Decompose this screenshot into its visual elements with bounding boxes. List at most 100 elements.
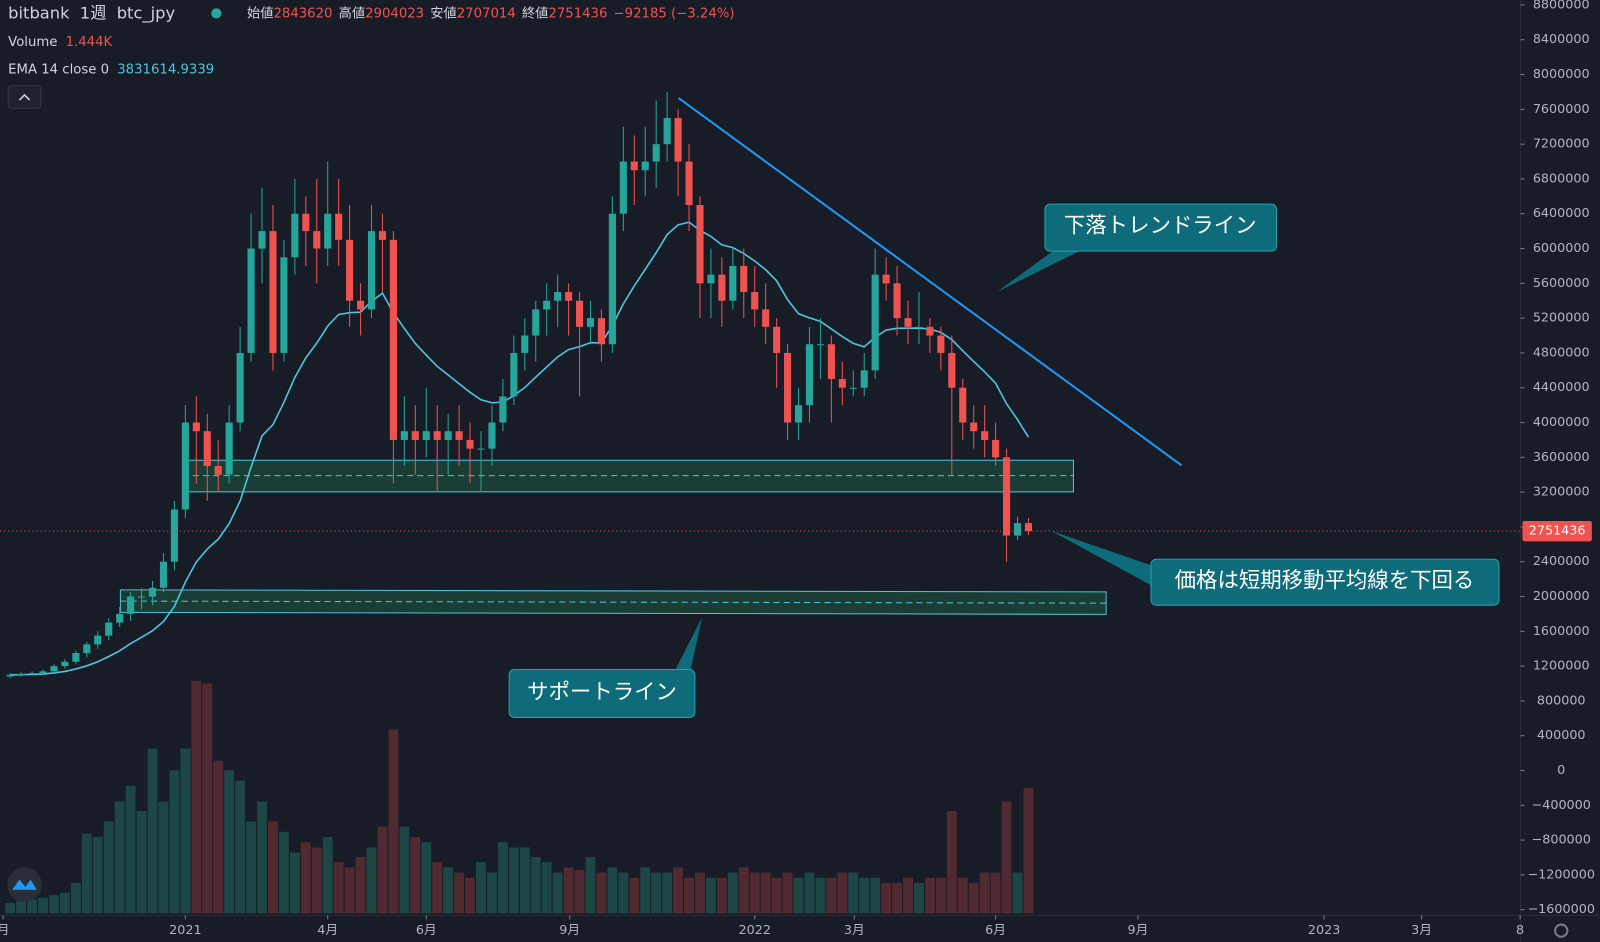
candle-body xyxy=(389,239,397,440)
volume-name: Volume xyxy=(8,35,57,50)
candle-body xyxy=(466,439,474,449)
volume-bar xyxy=(257,801,267,914)
volume-bar xyxy=(454,872,465,914)
candle-body xyxy=(411,431,419,440)
candle-body xyxy=(762,309,770,327)
status-dot xyxy=(211,8,222,19)
candle-body xyxy=(6,674,14,677)
candle-body xyxy=(291,213,299,258)
candle-body xyxy=(170,509,178,562)
volume-bar xyxy=(399,826,410,914)
candle-body xyxy=(707,274,715,284)
volume-bar xyxy=(892,882,902,914)
ema-line: EMA 14 close 0 3831614.9339 xyxy=(8,62,214,77)
volume-bar xyxy=(826,877,837,914)
volume-bar xyxy=(968,882,979,914)
candle-body xyxy=(83,644,91,654)
candle-body xyxy=(751,292,759,310)
candle-body xyxy=(904,318,912,327)
volume-bar xyxy=(552,872,563,914)
candle-body xyxy=(258,231,266,249)
close-value: 2751436 xyxy=(548,6,607,21)
volume-bar xyxy=(935,877,946,914)
volume-bar xyxy=(92,837,103,914)
volume-bar xyxy=(344,867,355,914)
x-tick-label: 2021 xyxy=(169,923,201,938)
collapse-icon xyxy=(18,93,31,101)
candle-body xyxy=(729,265,737,301)
logo xyxy=(7,867,42,903)
volume-bar xyxy=(322,837,333,914)
close-label: 終値 xyxy=(522,5,549,21)
symbol-line: bitbank 1週 btc_jpy xyxy=(8,3,175,23)
volume-bar xyxy=(49,895,59,914)
volume-bar xyxy=(673,867,684,914)
candle-body xyxy=(575,300,584,327)
candle-body xyxy=(630,161,638,171)
volume-bar xyxy=(1001,801,1012,914)
volume-bar xyxy=(607,867,618,914)
volume-bar xyxy=(793,877,804,914)
volume-bar xyxy=(771,877,782,914)
candle-body xyxy=(959,387,967,423)
candle-body xyxy=(926,326,934,336)
candle-body xyxy=(718,274,726,301)
volume-bar xyxy=(246,821,256,914)
volume-bar xyxy=(388,729,399,914)
y-tick-label: 800000 xyxy=(1537,693,1586,708)
volume-value: 1.444K xyxy=(66,35,113,50)
volume-bar xyxy=(924,877,935,914)
volume-bar xyxy=(125,785,136,914)
volume-bar xyxy=(563,867,574,914)
candle-body xyxy=(203,431,211,467)
volume-line: Volume 1.444K xyxy=(8,35,112,50)
candle-body xyxy=(433,431,441,440)
callout-text: 価格は短期移動平均線を下回る xyxy=(1175,569,1475,594)
volume-bar xyxy=(914,882,924,914)
x-tick-label: 6月 xyxy=(985,923,1006,938)
candle-body xyxy=(816,344,824,346)
volume-bar xyxy=(410,837,421,914)
y-tick-label: 1200000 xyxy=(1533,659,1590,674)
collapse-button[interactable] xyxy=(7,85,42,109)
y-tick-label: 5600000 xyxy=(1533,276,1590,291)
y-tick-label: 4800000 xyxy=(1533,345,1590,360)
volume-bar xyxy=(114,801,125,914)
exchange: bitbank xyxy=(8,3,70,22)
settings-icon[interactable] xyxy=(1554,923,1569,938)
volume-bar xyxy=(662,872,673,914)
candle-body xyxy=(1003,457,1011,536)
volume-bar xyxy=(541,862,552,914)
x-tick-label: 6月 xyxy=(416,923,437,938)
candle-body xyxy=(981,431,989,440)
volume-bar xyxy=(695,872,705,914)
candle-body xyxy=(400,431,408,440)
candle-body xyxy=(554,292,562,301)
candle-body xyxy=(247,248,255,353)
candle-body xyxy=(192,422,200,432)
callout-text: 下落トレンドライン xyxy=(1064,214,1257,239)
trend-line xyxy=(677,97,1183,467)
candle-body xyxy=(871,274,879,371)
candle-body xyxy=(893,283,901,319)
plot-area xyxy=(0,91,1521,914)
ema-line xyxy=(10,221,1030,676)
candle-body xyxy=(105,622,113,636)
y-tick-label: 7600000 xyxy=(1533,102,1590,117)
candle-body xyxy=(882,274,890,284)
x-tick-label: 月 xyxy=(0,923,9,938)
volume-bar xyxy=(848,872,859,914)
high-value: 2904023 xyxy=(365,6,424,21)
y-tick-label: 2400000 xyxy=(1533,554,1590,569)
candle-body xyxy=(116,613,124,623)
candle-body xyxy=(499,396,507,423)
volume-bar xyxy=(782,872,793,914)
candle-body xyxy=(784,352,792,423)
y-tick-label: 6000000 xyxy=(1533,241,1590,256)
y-tick-label: 6800000 xyxy=(1533,171,1590,186)
candle-body xyxy=(61,661,69,667)
volume-bar xyxy=(946,811,957,914)
x-tick-label: 4月 xyxy=(317,923,338,938)
candle-body xyxy=(608,213,616,345)
ohlc-line: 始値2843620 高値2904023 安値2707014 終値2751436 −921… xyxy=(247,4,735,21)
